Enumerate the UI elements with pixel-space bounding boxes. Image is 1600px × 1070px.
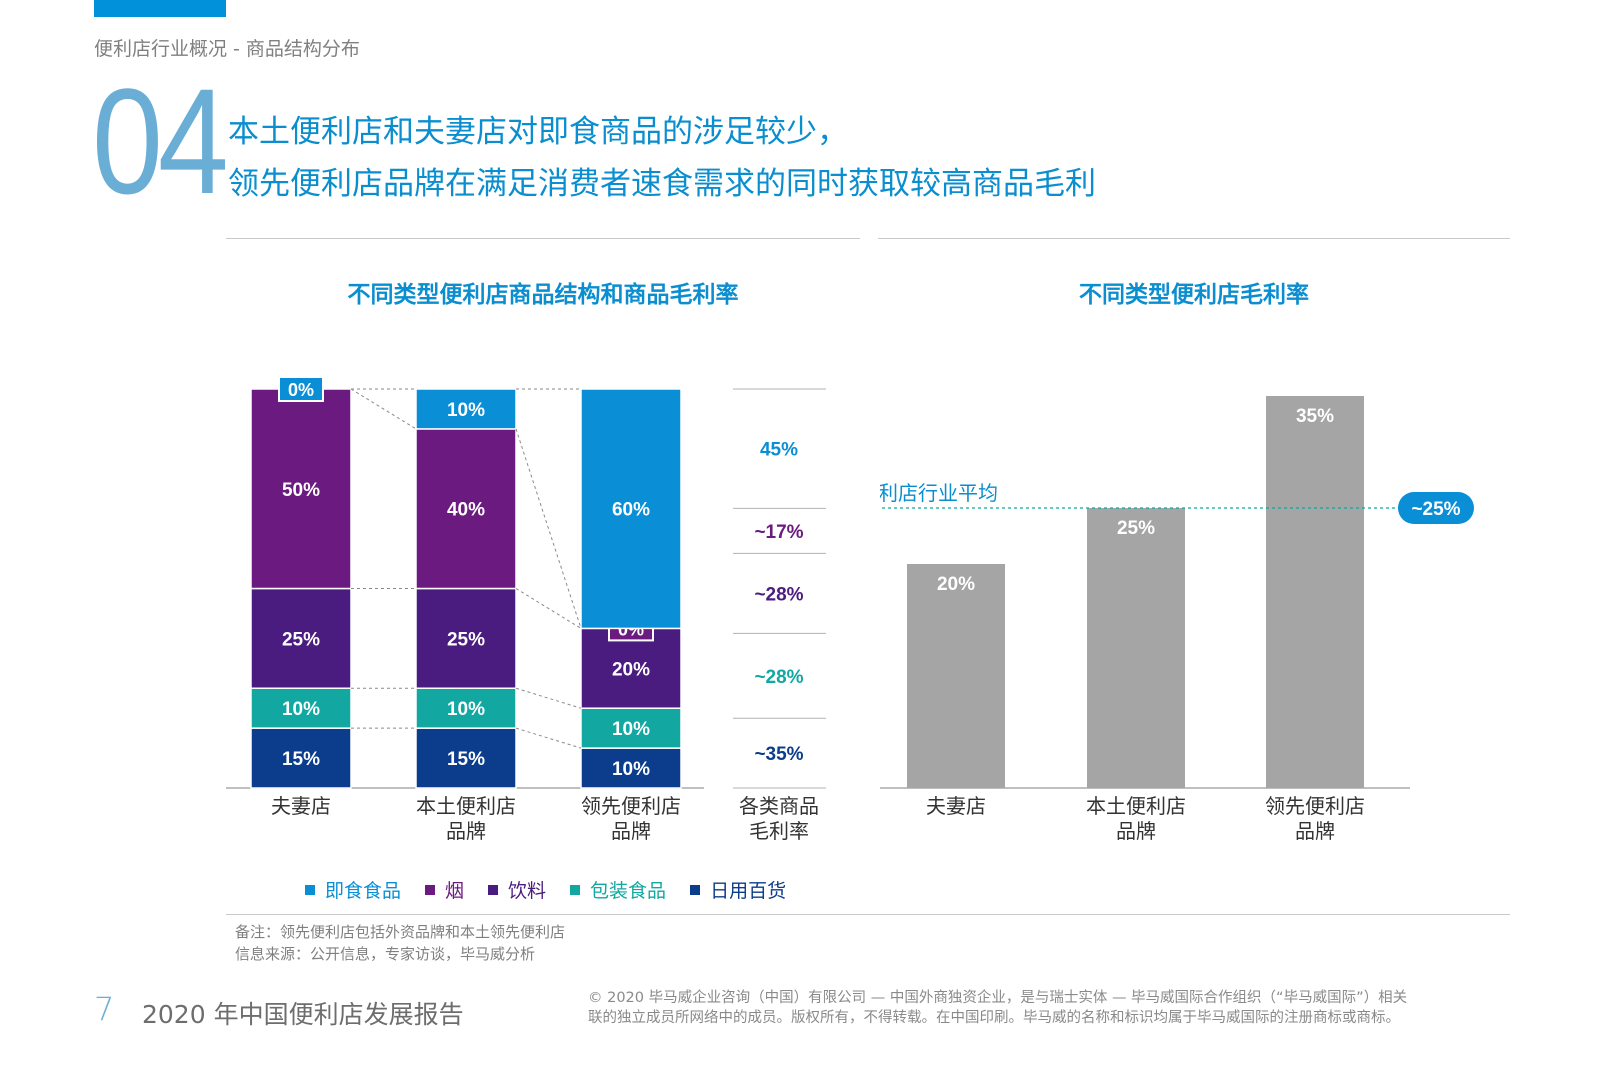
category-label: 本土便利店 [1086,794,1186,818]
category-label: 夫妻店 [926,794,986,818]
margin-bar [1266,396,1364,788]
copyright: © 2020 毕马威企业咨询（中国）有限公司 — 中国外商独资企业，是与瑞士实体… [588,988,1508,1028]
industry-average-badge [1398,492,1474,524]
copyright-line-1: © 2020 毕马威企业咨询（中国）有限公司 — 中国外商独资企业，是与瑞士实体… [588,990,1408,1006]
note-source: 信息来源：公开信息，专家访谈，毕马威分析 [235,945,536,963]
industry-average-label: 便利店行业平均 [880,481,998,505]
stacked-structure-chart: 15%10%25%50%0%15%10%25%40%10%10%10%20%0%… [226,376,826,843]
margin-column-label: 毛利率 [749,819,809,843]
bar-segment [415,388,517,430]
bar-segment [580,627,682,709]
connector-line [515,687,582,709]
bar-segment-label: 50% [282,480,320,501]
legend-swatch [305,884,315,895]
legend-item: 即食食品 [305,876,401,903]
bar-segment-label: 40% [447,500,485,521]
bar-segment-label: 25% [282,629,320,650]
category-label: 品牌 [611,819,651,843]
bar-segment [580,388,682,630]
bar-segment [415,428,517,590]
industry-average-badge-label: ~25% [1411,499,1460,520]
breadcrumb: 便利店行业概况 - 商品结构分布 [94,38,360,60]
bar-segment-label: 10% [447,400,485,421]
legend-item: 包装食品 [570,876,666,903]
bar-segment [415,727,517,789]
margin-rate-label: 45% [760,440,798,461]
bar-segment-label: 10% [282,699,320,720]
headline-line-2: 领先便利店品牌在满足消费者速食需求的同时获取较高商品毛利 [228,166,1096,202]
report-title: 2020 年中国便利店发展报告 [142,1000,464,1029]
bar-segment-label: 60% [612,500,650,521]
connector-line [515,588,582,629]
bar-segment [415,587,517,689]
margin-bar [1087,508,1185,788]
category-label: 领先便利店 [581,794,681,818]
legend-swatch [570,884,581,895]
notes-divider [226,914,1510,915]
legend-label: 包装食品 [590,880,667,902]
margin-bar-label: 20% [937,574,975,595]
bar-segment [415,687,517,729]
legend-swatch [488,884,499,895]
copyright-line-2: 联的独立成员所网络中的成员。版权所有，不得转载。在中国印刷。毕马威的名称和标识均… [588,1010,1400,1026]
margin-rate-label: ~35% [754,744,803,765]
headline-line-1: 本土便利店和夫妻店对即食商品的涉足较少， [228,114,848,150]
margin-rate-label: ~28% [754,584,803,605]
category-label: 品牌 [1295,819,1335,843]
top-accent-bar [94,0,226,17]
bar-segment-label: 10% [612,719,650,740]
connector-line [350,388,417,430]
margin-bar [907,564,1005,788]
legend-item: 日用百货 [690,876,786,903]
legend-label: 即食食品 [325,880,402,902]
category-label: 夫妻店 [271,794,331,818]
bar-segment-label: 25% [447,629,485,650]
legend-item: 烟 [425,876,464,903]
bar-segment [580,707,682,749]
bar-segment [580,747,682,789]
legend-item: 饮料 [488,876,546,903]
note-remark: 备注：领先便利店包括外资品牌和本土领先便利店 [235,923,566,941]
zero-value-label: 0% [288,380,314,400]
bar-segment [250,587,352,689]
margin-rate-label: ~17% [754,522,803,543]
bar-segment-label: 15% [447,749,485,770]
connector-line [515,727,582,749]
legend-swatch [425,884,436,895]
category-label: 领先便利店 [1265,794,1365,818]
legend-label: 日用百货 [710,880,787,902]
right-chart-title: 不同类型便利店毛利率 [1079,282,1309,308]
left-chart-title: 不同类型便利店商品结构和商品毛利率 [347,282,739,308]
bar-segment [250,727,352,789]
left-chart-top-rule [226,238,860,239]
section-number: 04 [92,57,229,225]
legend: 即食食品 烟 饮料 包装食品 日用百货 [305,876,786,903]
legend-label: 烟 [445,880,465,902]
notes: 备注：领先便利店包括外资品牌和本土领先便利店 信息来源：公开信息，专家访谈，毕马… [235,921,565,965]
legend-label: 饮料 [508,880,547,902]
bar-segment-label: 20% [612,659,650,680]
bar-segment [250,388,352,590]
bar-segment-label: 10% [447,699,485,720]
page-number: 7 [94,990,115,1028]
right-chart-top-rule [878,238,1510,239]
category-label: 品牌 [1116,819,1156,843]
margin-bar-label: 25% [1117,518,1155,539]
margin-bar-label: 35% [1296,406,1334,427]
connector-line [515,428,582,629]
legend-swatch [690,884,701,895]
bar-segment-label: 15% [282,749,320,770]
category-label: 本土便利店 [416,794,516,818]
margin-column-label: 各类商品 [739,794,819,818]
bar-segment [250,687,352,729]
zero-value-box [278,376,324,402]
category-label: 品牌 [446,819,486,843]
margin-rate-label: ~28% [754,667,803,688]
bar-segment-label: 10% [612,759,650,780]
